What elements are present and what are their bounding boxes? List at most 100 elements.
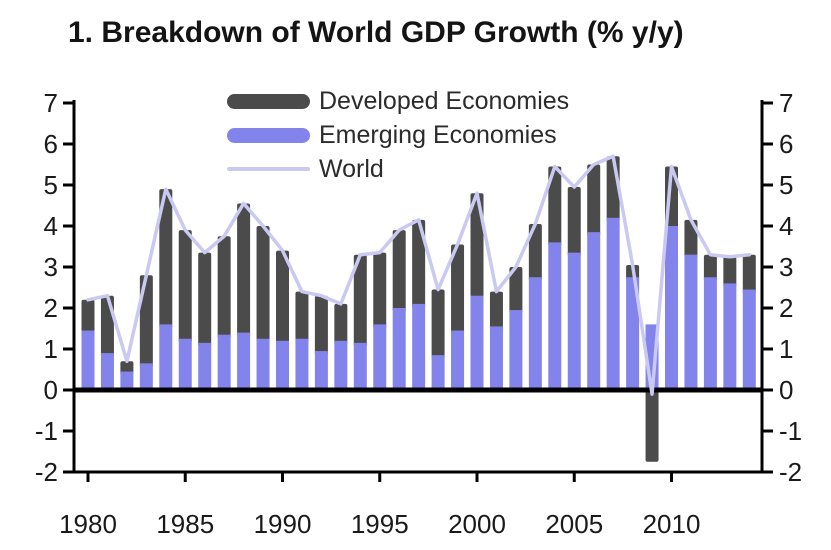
y-tick-label-left: 4 [44,211,58,241]
bar-segment-emerging [548,242,562,390]
x-tick-label: 1980 [59,509,117,539]
y-tick-label-left: 1 [44,334,58,364]
y-tick-label-left: 5 [44,170,58,200]
x-tick-label: 2010 [643,509,701,539]
bar-segment-developed [178,230,192,343]
bar-segment-developed [684,219,698,259]
bar-segment-developed [723,256,737,288]
bar-segment-emerging [237,332,251,390]
bar-segment-emerging [451,330,465,390]
bar-segment-developed [139,275,153,368]
bar-segment-developed [587,164,601,237]
y-tick-label-left: 2 [44,293,58,323]
bar-segment-emerging [509,310,523,390]
bar-segment-developed [392,230,406,312]
x-tick-label: 1995 [351,509,409,539]
bar-segment-emerging [217,334,231,390]
bar-segment-developed [373,252,387,329]
y-tick-label-left: -2 [35,457,58,487]
y-tick-label-left: 7 [44,88,58,118]
bar-segment-emerging [703,277,717,390]
bar-segment-emerging [81,330,95,390]
emerging-economies-swatch-icon [227,127,310,143]
y-tick-label-right: 7 [779,88,793,118]
bar-segment-emerging [684,254,698,390]
bar-segment-developed [81,299,95,335]
bar-segment-emerging [626,277,640,390]
bar-segment-emerging [431,355,445,390]
y-tick-label-right: 3 [779,252,793,282]
bar-segment-emerging [587,232,601,390]
bar-segment-emerging [353,342,367,390]
bar-segment-emerging [528,277,542,390]
bar-segment-developed [334,303,348,345]
bar-segment-emerging [178,338,192,390]
y-tick-label-right: 6 [779,129,793,159]
chart-title: 1. Breakdown of World GDP Growth (% y/y) [68,16,684,49]
y-tick-label-left: 0 [44,375,58,405]
bar-segment-emerging [295,338,309,390]
bar-segment-emerging [489,326,503,390]
bar-segment-emerging [276,340,289,390]
bar-segment-emerging [334,340,348,390]
bar-segment-developed [451,244,465,335]
y-tick-label-right: 5 [779,170,793,200]
bar-segment-developed [412,219,426,308]
world-line [86,154,752,396]
legend-label-world: World [319,154,384,183]
bar-segment-emerging [100,353,114,390]
y-tick-label-right: -2 [779,457,802,487]
x-tick-label: 1985 [156,509,214,539]
bar-segment-developed [314,295,328,356]
bar-segment-developed [353,254,367,347]
y-tick-label-right: 4 [779,211,793,241]
legend-item-emerging: Emerging Economies [227,118,569,152]
world-line-swatch-icon [227,167,310,171]
bar-segment-emerging [139,363,153,390]
bar-segment-developed [198,252,212,347]
bar-segment-emerging [159,324,173,390]
bar-segment-developed [509,267,523,315]
bar-segment-emerging [392,308,406,390]
legend-label-developed: Developed Economies [319,86,570,115]
bar-segment-emerging [470,295,484,390]
bar-segment-developed [431,289,445,360]
bar-segment-emerging [198,342,212,390]
bar-segment-developed [742,254,756,294]
bar-segment-developed [567,187,581,257]
x-tick-label: 2000 [448,509,506,539]
bar-segment-developed [703,254,717,282]
y-tick-label-right: 0 [779,375,793,405]
legend-item-world: World [227,152,569,186]
bar-segment-developed [276,250,289,345]
bar-segment-emerging [373,324,387,390]
y-tick-label-left: -1 [35,416,58,446]
y-tick-label-left: 6 [44,129,58,159]
bar-segment-developed [489,291,503,331]
bar-segment-emerging [606,217,620,390]
y-tick-label-right: 2 [779,293,793,323]
legend-label-emerging: Emerging Economies [319,120,557,149]
chart-legend: Developed Economies Emerging Economies W… [227,84,569,186]
legend-item-developed: Developed Economies [227,84,569,118]
bar-segment-emerging [314,351,328,390]
bar-segment-developed [295,291,309,343]
bar-segment-developed [237,203,251,337]
bar-segment-emerging [567,252,581,390]
bar-segment-emerging [256,338,270,390]
bar-segment-developed [528,223,542,282]
y-tick-label-right: -1 [779,416,802,446]
bar-segment-emerging [742,289,756,390]
y-tick-label-right: 1 [779,334,793,364]
bar-segment-developed [217,236,231,339]
bar-segment-developed [256,226,270,343]
bar-segment-emerging [723,283,737,390]
bar-segment-emerging [665,226,678,390]
x-tick-label: 1990 [254,509,312,539]
bar-segment-emerging [412,303,426,390]
developed-economies-swatch-icon [227,93,310,109]
bar-segment-developed [548,166,562,247]
bar-segment-emerging [120,371,134,390]
